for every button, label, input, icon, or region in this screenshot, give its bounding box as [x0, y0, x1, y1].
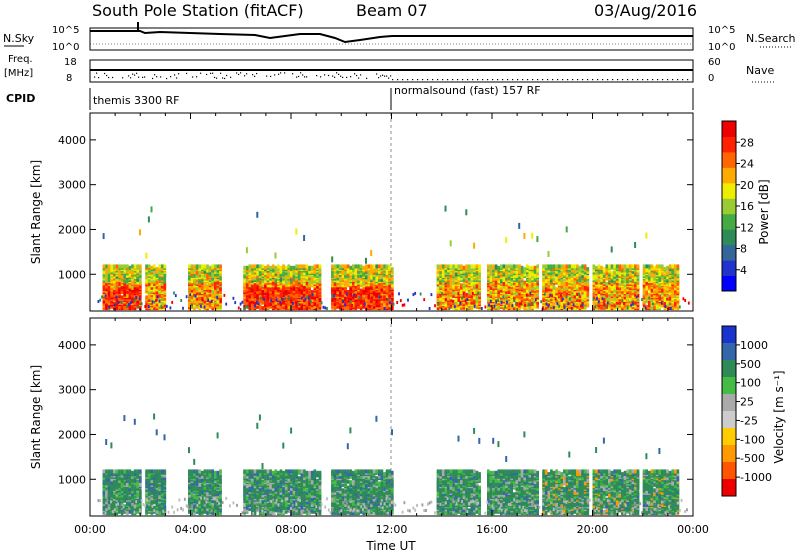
colorbar-tick-label: -25 [740, 414, 758, 427]
nave-label: Nave [746, 64, 774, 77]
power-echo-cells [97, 205, 690, 311]
colorbar-tick-label: 100 [740, 377, 761, 390]
freq-panel: Freq. [MHz] 18 8 60 0 Nave [4, 54, 776, 84]
velocity-panel: 1000 2000 3000 4000 00:00 04:00 08:00 12:00 16:… [29, 317, 786, 536]
y-tick-label: 1000 [58, 473, 86, 486]
cpid-mode-1: themis 3300 RF [93, 94, 180, 107]
freq-label: Freq. [8, 54, 33, 65]
noise-sky-label: N.Sky [3, 32, 35, 45]
colorbar-tick-label: 500 [740, 358, 761, 371]
y-tick-label: 3000 [58, 179, 86, 192]
date-title: 03/Aug/2016 [594, 1, 697, 20]
velocity-colorbar: 1000 500 100 25 -25 -100 -500 -1000 [721, 325, 772, 497]
noise-search-label: N.Search [746, 32, 796, 45]
y-tick-label: 2000 [58, 428, 86, 441]
power-colorbar-label: Power [dB] [757, 179, 771, 244]
noise-panel: N.Sky 10^5 10^0 10^5 10^0 N.Search [3, 22, 796, 53]
power-ylabel: Slant Range [km] [29, 160, 43, 264]
colorbar-tick-label: -1000 [740, 471, 772, 484]
x-tick-label: 00:00 [74, 523, 106, 536]
nave-tick-bottom: 0 [708, 73, 714, 84]
colorbar-tick-label: 1000 [740, 339, 768, 352]
colorbar-tick-label: -500 [740, 452, 765, 465]
nave-tick-top: 60 [708, 57, 721, 68]
y-tick-label: 4000 [58, 134, 86, 147]
velocity-ylabel: Slant Range [km] [29, 365, 43, 469]
y-tick-label: 2000 [58, 223, 86, 236]
cpid-panel: CPID themis 3300 RF normalsound (fast) 1… [6, 84, 694, 110]
colorbar-tick-label: 28 [740, 136, 754, 149]
colorbar-tick-label: 8 [740, 243, 747, 256]
x-axis-title: Time UT [365, 539, 416, 553]
colorbar-tick-label: -100 [740, 433, 765, 446]
y-tick-label: 1000 [58, 268, 86, 281]
colorbar-tick-label: 24 [740, 158, 754, 171]
colorbar-tick-label: 4 [740, 264, 747, 277]
power-panel: 1000 2000 3000 4000 Slant Range [km] 4 8 12 16… [29, 112, 771, 312]
freq-unit-label: [MHz] [4, 68, 33, 79]
noise-tick-top: 10^5 [52, 25, 79, 36]
x-tick-label: 00:00 [677, 523, 709, 536]
beam-title: Beam 07 [356, 1, 428, 20]
y-tick-label: 3000 [58, 384, 86, 397]
noise-tick-top-right: 10^5 [708, 25, 735, 36]
velocity-colorbar-label: Velocity [m s⁻¹] [772, 370, 786, 463]
noise-sky-line [90, 30, 693, 44]
x-tick-label: 20:00 [577, 523, 609, 536]
colorbar-tick-label: 25 [740, 396, 754, 409]
y-tick-label: 4000 [58, 339, 86, 352]
colorbar-tick-label: 12 [740, 221, 754, 234]
noise-tick-bottom: 10^0 [52, 42, 79, 53]
x-tick-label: 08:00 [275, 523, 307, 536]
x-tick-label: 12:00 [376, 523, 408, 536]
station-title: South Pole Station (fitACF) [92, 1, 304, 20]
colorbar-tick-label: 20 [740, 179, 754, 192]
freq-tick-top: 18 [64, 57, 77, 68]
cpid-mode-2: normalsound (fast) 157 RF [394, 84, 541, 97]
cpid-label: CPID [6, 92, 35, 105]
noise-tick-bottom-right: 10^0 [708, 42, 735, 53]
x-tick-label: 16:00 [476, 523, 508, 536]
power-colorbar: 4 8 12 16 20 24 28 [721, 120, 754, 292]
velocity-echo-cells [97, 413, 688, 516]
x-tick-label: 04:00 [175, 523, 207, 536]
freq-tick-bottom: 8 [66, 73, 72, 84]
colorbar-tick-label: 16 [740, 200, 754, 213]
